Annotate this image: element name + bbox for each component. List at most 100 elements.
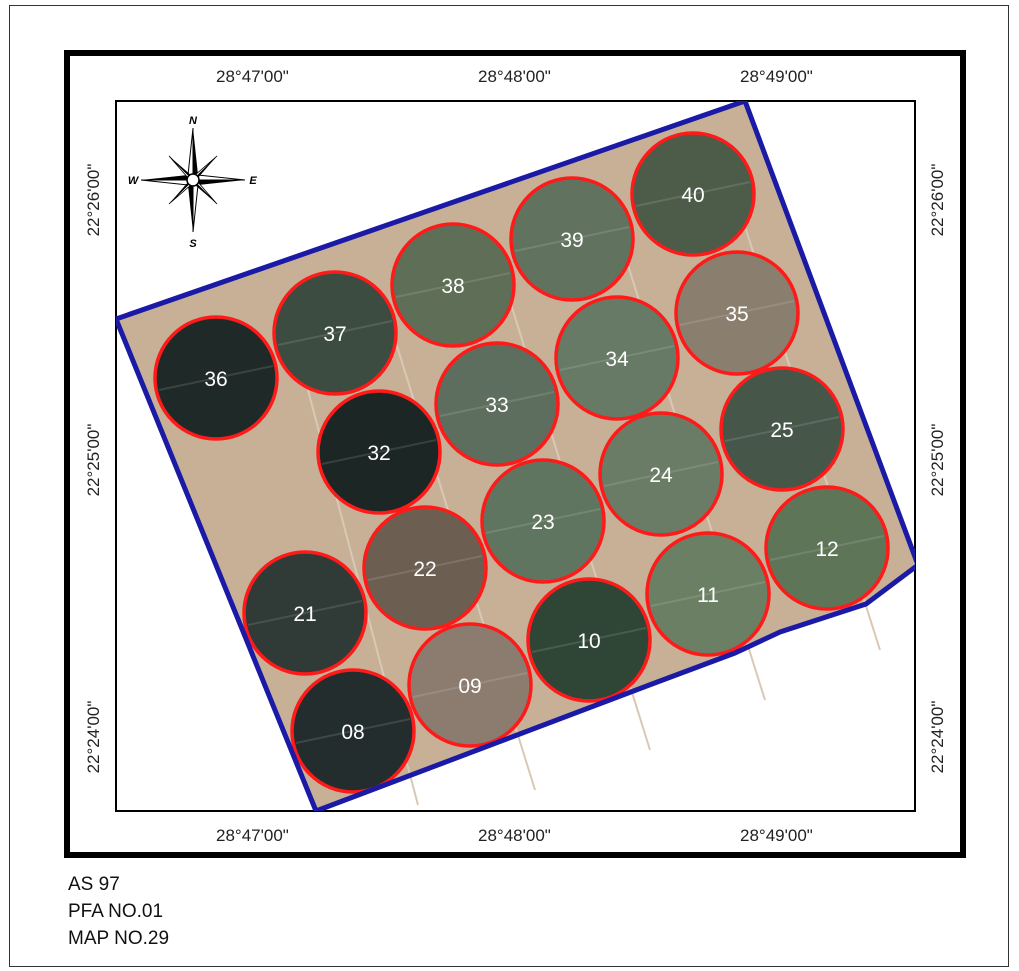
- pivot-circle: [316, 389, 442, 515]
- bottom-longitude-label: 28°49'00": [740, 826, 813, 845]
- pivot-circle: [290, 668, 416, 794]
- pivot-field: 33: [434, 341, 560, 467]
- pivot-arm-line: [277, 320, 393, 346]
- pivot-circle: [764, 485, 890, 611]
- pivot-number-label: 34: [605, 348, 629, 371]
- left-latitude-label: 22°25'00": [84, 423, 103, 497]
- pivot-arm-line: [531, 627, 647, 653]
- pivot-number-label: 40: [681, 184, 704, 207]
- pivot-circle: [719, 366, 845, 492]
- pivot-circle: [153, 315, 279, 441]
- pivot-arm-line: [559, 345, 675, 371]
- pivot-arm-line: [247, 600, 363, 626]
- pivot-field: 32: [316, 389, 442, 515]
- footer-line: PFA NO.01: [68, 901, 164, 922]
- pivot-arm-line: [321, 439, 437, 465]
- pivot-field: 39: [509, 176, 635, 302]
- pivot-circle: [407, 622, 533, 748]
- compass-south-label: S: [189, 238, 197, 250]
- compass-east-label: E: [249, 175, 257, 187]
- pivot-number-label: 08: [341, 721, 364, 744]
- pivot-arm-line: [485, 508, 601, 534]
- top-longitude-label: 28°49'00": [740, 67, 813, 86]
- pivot-number-label: 24: [649, 464, 673, 487]
- pivot-number-label: 22: [413, 558, 436, 581]
- pivot-number-label: 11: [697, 584, 719, 607]
- pivot-field: 24: [598, 411, 724, 537]
- pivot-arm-line: [439, 391, 555, 417]
- pivot-arm-line: [367, 555, 483, 581]
- pivot-circle: [480, 458, 606, 584]
- pivot-arm-line: [412, 672, 528, 698]
- bottom-longitude-label: 28°47'00": [216, 826, 289, 845]
- pivot-arm-line: [679, 300, 795, 326]
- footer-line: MAP NO.29: [68, 928, 170, 949]
- right-latitude-label: 22°26'00": [928, 163, 947, 237]
- pivot-circle: [362, 505, 488, 631]
- pivot-number-label: 09: [458, 675, 481, 698]
- pivot-number-label: 10: [577, 630, 600, 653]
- pivot-arm-line: [158, 365, 274, 391]
- pivot-circle: [526, 577, 652, 703]
- pivot-number-label: 38: [441, 275, 464, 298]
- pivot-circle: [674, 250, 800, 376]
- pivot-field: 40: [630, 131, 756, 257]
- pivot-field: 12: [764, 485, 890, 611]
- pivot-number-label: 21: [293, 603, 316, 626]
- top-longitude-label: 28°48'00": [478, 67, 551, 86]
- pivot-field: 25: [719, 366, 845, 492]
- pivot-arm-line: [724, 416, 840, 442]
- pivot-number-label: 35: [725, 303, 748, 326]
- pivot-field: 37: [272, 270, 398, 396]
- pivot-arm-line: [295, 718, 411, 744]
- pivot-number-label: 23: [531, 511, 554, 534]
- compass-north-label: N: [189, 115, 198, 127]
- pivot-field: 08: [290, 668, 416, 794]
- pivot-circle: [242, 550, 368, 676]
- pivot-field: 21: [242, 550, 368, 676]
- pivot-fields: 40 39 38 37 36 35 34 33 32 25 24 23 22 12 11 10 21 09 08: [153, 131, 890, 794]
- pivot-arm-line: [635, 181, 751, 207]
- pivot-number-label: 39: [560, 229, 583, 252]
- pivot-arm-line: [769, 535, 885, 561]
- pivot-field: 23: [480, 458, 606, 584]
- left-latitude-label: 22°24'00": [84, 700, 103, 774]
- pivot-field: 35: [674, 250, 800, 376]
- footer-line: AS 97: [68, 874, 120, 895]
- pivot-circle: [598, 411, 724, 537]
- pivot-field: 10: [526, 577, 652, 703]
- pivot-number-label: 32: [367, 442, 390, 465]
- pivot-arm-line: [650, 581, 766, 607]
- pivot-field: 09: [407, 622, 533, 748]
- right-latitude-label: 22°24'00": [928, 700, 947, 774]
- left-latitude-label: 22°26'00": [84, 163, 103, 237]
- right-latitude-label: 22°25'00": [928, 423, 947, 497]
- pivot-number-label: 36: [204, 368, 227, 391]
- pivot-circle: [509, 176, 635, 302]
- pivot-field: 34: [554, 295, 680, 421]
- pivot-number-label: 25: [770, 419, 793, 442]
- top-longitude-label: 28°47'00": [216, 67, 289, 86]
- pivot-arm-line: [603, 461, 719, 487]
- pivot-circle: [645, 531, 771, 657]
- pivot-field: 38: [390, 222, 516, 348]
- pivot-circle: [272, 270, 398, 396]
- pivot-number-label: 33: [485, 394, 508, 417]
- compass-west-label: W: [128, 175, 140, 187]
- pivot-arm-line: [514, 226, 630, 252]
- pivot-field: 36: [153, 315, 279, 441]
- pivot-circle: [630, 131, 756, 257]
- pivot-circle: [434, 341, 560, 467]
- pivot-field: 22: [362, 505, 488, 631]
- pivot-number-label: 37: [323, 323, 346, 346]
- pivot-number-label: 12: [815, 538, 838, 561]
- project-boundary: [116, 101, 915, 811]
- bottom-longitude-label: 28°48'00": [478, 826, 551, 845]
- north-arrow-icon: N S E W: [128, 115, 258, 250]
- pivot-arm-line: [395, 272, 511, 298]
- pivot-field: 11: [645, 531, 771, 657]
- pivot-circle: [554, 295, 680, 421]
- map-footer: AS 97 PFA NO.01 MAP NO.29: [68, 871, 169, 952]
- pivot-circle: [390, 222, 516, 348]
